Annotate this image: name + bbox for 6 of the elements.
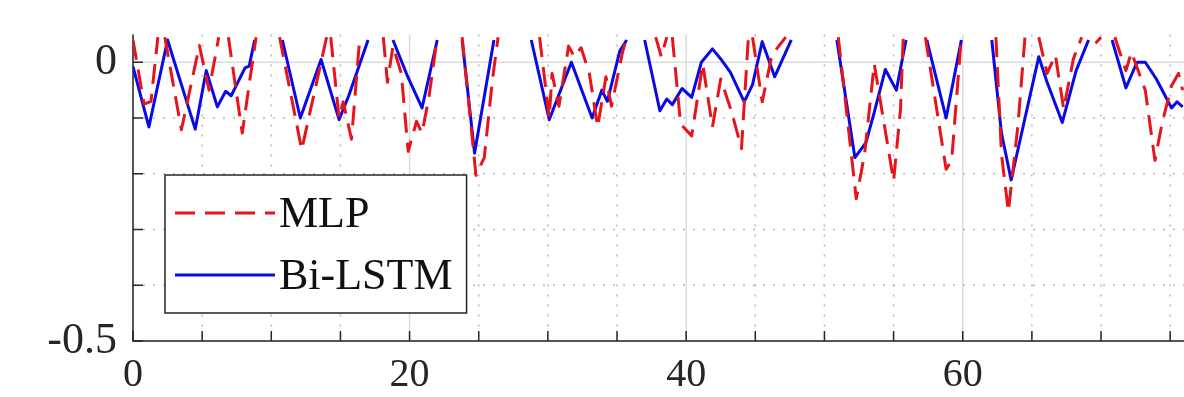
x-tick-label: 40 (666, 349, 707, 395)
x-tick-label: 20 (389, 349, 430, 395)
legend-label: MLP (279, 187, 370, 237)
legend-label: Bi-LSTM (279, 249, 453, 299)
x-tick-label: 60 (942, 349, 983, 395)
y-tick-label: -0.5 (47, 313, 117, 363)
